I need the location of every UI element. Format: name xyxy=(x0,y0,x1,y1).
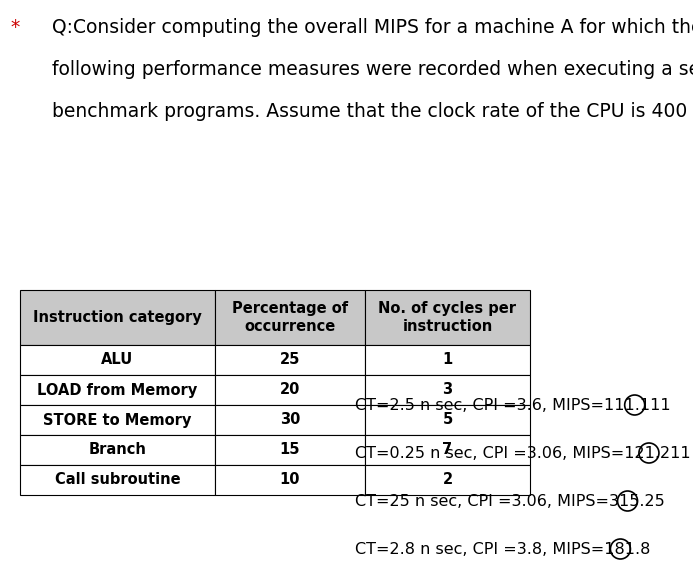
Text: 15: 15 xyxy=(280,443,300,458)
Bar xyxy=(215,405,365,435)
Text: following performance measures were recorded when executing a set of: following performance measures were reco… xyxy=(52,60,693,79)
Bar xyxy=(365,435,530,465)
Bar xyxy=(365,465,530,495)
Bar xyxy=(365,405,530,435)
Text: LOAD from Memory: LOAD from Memory xyxy=(37,383,198,398)
Bar xyxy=(215,375,365,405)
Text: 20: 20 xyxy=(280,383,300,398)
Text: 3: 3 xyxy=(442,383,453,398)
Text: 1: 1 xyxy=(442,353,453,368)
Text: CT=2.8 n sec, CPI =3.8, MIPS=181.8: CT=2.8 n sec, CPI =3.8, MIPS=181.8 xyxy=(355,541,650,556)
Text: 5: 5 xyxy=(442,413,453,428)
Text: 2: 2 xyxy=(442,473,453,488)
Text: Branch: Branch xyxy=(89,443,146,458)
Text: 25: 25 xyxy=(280,353,300,368)
Text: CT=0.25 n sec, CPI =3.06, MIPS=121.211: CT=0.25 n sec, CPI =3.06, MIPS=121.211 xyxy=(355,445,691,460)
Bar xyxy=(365,290,530,345)
Bar xyxy=(20,435,215,465)
Bar xyxy=(365,345,530,375)
Text: Instruction category: Instruction category xyxy=(33,310,202,325)
Text: STORE to Memory: STORE to Memory xyxy=(43,413,192,428)
Text: CT=2.5 n sec, CPI =3.6, MIPS=111.111: CT=2.5 n sec, CPI =3.6, MIPS=111.111 xyxy=(355,398,671,413)
Bar xyxy=(20,290,215,345)
Text: ALU: ALU xyxy=(101,353,134,368)
Text: No. of cycles per
instruction: No. of cycles per instruction xyxy=(378,301,516,334)
Bar xyxy=(20,465,215,495)
Text: 7: 7 xyxy=(442,443,453,458)
Text: Percentage of
occurrence: Percentage of occurrence xyxy=(232,301,348,334)
Text: 10: 10 xyxy=(280,473,300,488)
Text: benchmark programs. Assume that the clock rate of the CPU is 400 MHz: benchmark programs. Assume that the cloc… xyxy=(52,102,693,121)
Bar xyxy=(215,290,365,345)
Bar xyxy=(215,465,365,495)
Bar xyxy=(20,375,215,405)
Text: 30: 30 xyxy=(280,413,300,428)
Text: CT=25 n sec, CPI =3.06, MIPS=315.25: CT=25 n sec, CPI =3.06, MIPS=315.25 xyxy=(355,493,665,508)
Bar xyxy=(20,405,215,435)
Text: Call subroutine: Call subroutine xyxy=(55,473,180,488)
Bar xyxy=(215,435,365,465)
Bar xyxy=(365,375,530,405)
Bar xyxy=(20,345,215,375)
Bar xyxy=(215,345,365,375)
Text: *: * xyxy=(10,18,19,37)
Text: Q:Consider computing the overall MIPS for a machine A for which the: Q:Consider computing the overall MIPS fo… xyxy=(52,18,693,37)
